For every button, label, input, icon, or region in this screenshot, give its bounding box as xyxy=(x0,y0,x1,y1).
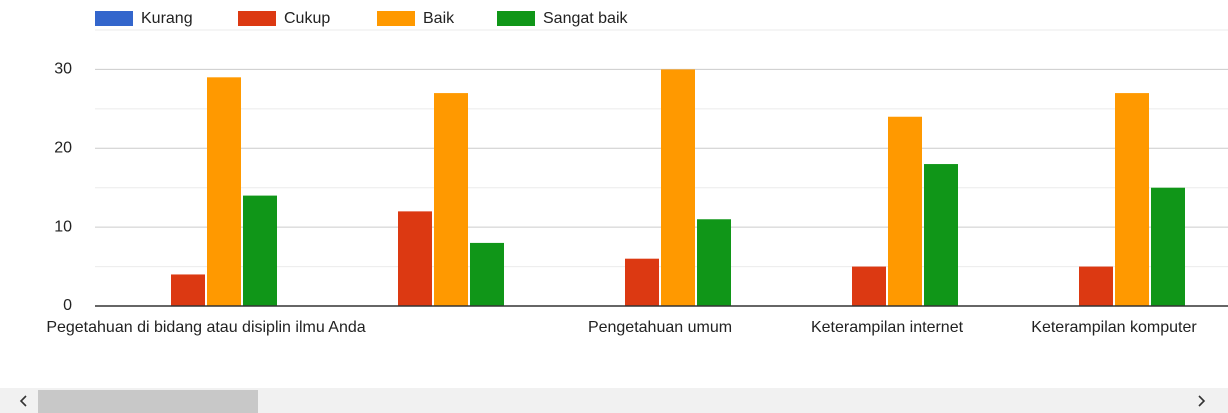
bar xyxy=(888,116,922,306)
legend-label: Baik xyxy=(423,10,455,27)
bar xyxy=(398,211,432,306)
x-tick-label: Pegetahuan di bidang atau disiplin ilmu … xyxy=(46,319,365,336)
legend-swatch xyxy=(95,11,133,26)
legend-label: Kurang xyxy=(141,10,193,27)
bar xyxy=(852,266,886,306)
bar xyxy=(1151,187,1185,306)
x-tick-label: Pengetahuan umum xyxy=(588,319,732,336)
legend-label: Sangat baik xyxy=(543,10,629,27)
bar xyxy=(243,195,277,306)
bar xyxy=(661,69,695,306)
y-tick-label: 10 xyxy=(54,218,72,235)
bar xyxy=(697,219,731,306)
scroll-thumb[interactable] xyxy=(38,390,258,413)
scroll-right[interactable] xyxy=(1198,395,1206,407)
scrollbar[interactable] xyxy=(0,388,1228,413)
bar xyxy=(1079,266,1113,306)
bar xyxy=(171,274,205,306)
x-tick-label: Keterampilan internet xyxy=(811,319,964,336)
legend-swatch xyxy=(497,11,535,26)
legend-swatch xyxy=(238,11,276,26)
bar xyxy=(1115,93,1149,306)
legend-swatch xyxy=(377,11,415,26)
bar xyxy=(470,242,504,306)
y-tick-label: 30 xyxy=(54,61,72,78)
scroll-left[interactable] xyxy=(19,395,27,407)
legend-label: Cukup xyxy=(284,10,330,27)
bar xyxy=(625,258,659,306)
y-tick-label: 20 xyxy=(54,140,72,157)
bar xyxy=(207,77,241,306)
x-tick-label: Keterampilan komputer xyxy=(1031,319,1197,336)
bar xyxy=(434,93,468,306)
bar xyxy=(924,164,958,306)
y-tick-label: 0 xyxy=(63,297,72,314)
